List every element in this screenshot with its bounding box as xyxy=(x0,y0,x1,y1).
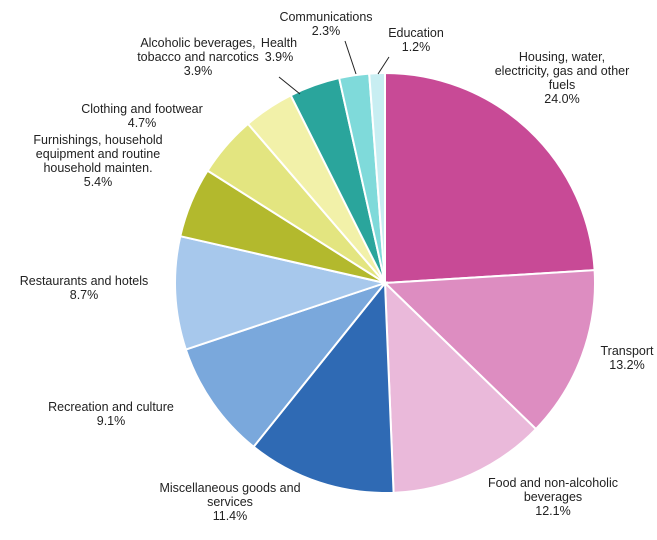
slice-label-education: Education 1.2% xyxy=(388,26,444,54)
slice-value-label: 3.9% xyxy=(184,64,213,78)
slice-value-label: 24.0% xyxy=(544,92,579,106)
slice-value-label: 1.2% xyxy=(402,40,431,54)
slice-name-line: Housing, water, xyxy=(519,50,605,64)
slice-name-line: Alcoholic beverages, xyxy=(140,36,255,50)
pie-slice-miscellaneous-goods-and-services xyxy=(252,280,395,494)
slice-value-label: 12.1% xyxy=(535,504,570,518)
slice-name-line: Clothing and footwear xyxy=(81,102,203,116)
slice-name-line: beverages xyxy=(524,490,582,504)
pie-slice-food-and-non-alcoholic-beverages xyxy=(383,280,538,494)
slice-name-line: Restaurants and hotels xyxy=(20,274,149,288)
slice-label-recreation-and-culture: Recreation and culture 9.1% xyxy=(48,400,174,428)
slice-value-label: 5.4% xyxy=(84,175,113,189)
slice-value-label: 9.1% xyxy=(97,414,126,428)
pie-slice-housing-water-electricity-gas-and-other-fuels xyxy=(384,71,596,285)
slice-labels: Housing, water, electricity, gas and othe… xyxy=(20,10,654,523)
slice-name-line: Recreation and culture xyxy=(48,400,174,414)
slice-name-line: fuels xyxy=(549,78,575,92)
slice-name-line: household mainten. xyxy=(43,161,152,175)
pie-slice-transport xyxy=(382,269,597,431)
label-leader-lines xyxy=(278,40,390,95)
pie-slices xyxy=(174,71,597,494)
slice-name-line: Miscellaneous goods and xyxy=(159,481,300,495)
slice-name-line: Health xyxy=(261,36,297,50)
slice-name-line: Education xyxy=(388,26,444,40)
slice-value-label: 4.7% xyxy=(128,116,157,130)
pie-slice-education xyxy=(368,71,386,284)
slice-label-transport: Transport 13.2% xyxy=(600,344,654,372)
slice-label-housing-water-electricity-gas-and-other-fuels: Housing, water, electricity, gas and othe… xyxy=(495,50,630,106)
slice-label-health: Health 3.9% xyxy=(261,36,297,64)
slice-name-line: equipment and routine xyxy=(36,147,160,161)
slice-name-line: electricity, gas and other xyxy=(495,64,630,78)
slice-value-label: 8.7% xyxy=(70,288,99,302)
slice-name-line: Food and non-alcoholic xyxy=(488,476,618,490)
slice-label-furnishings-household-equipment-and-routine-household-mainten: Furnishings, household equipment and rout… xyxy=(33,133,162,189)
pie-slice-recreation-and-culture xyxy=(184,280,388,449)
slice-label-food-and-non-alcoholic-beverages: Food and non-alcoholic beverages 12.1% xyxy=(488,476,618,518)
leader-line-health xyxy=(278,76,301,95)
slice-value-label: 13.2% xyxy=(609,358,644,372)
slice-label-miscellaneous-goods-and-services: Miscellaneous goods and services 11.4% xyxy=(159,481,300,523)
slice-label-clothing-and-footwear: Clothing and footwear 4.7% xyxy=(81,102,203,130)
slice-name-line: Transport xyxy=(600,344,654,358)
slice-name-line: Furnishings, household xyxy=(33,133,162,147)
pie-slice-restaurants-and-hotels xyxy=(174,234,389,351)
slice-value-label: 11.4% xyxy=(213,509,248,523)
slice-value-label: 2.3% xyxy=(312,24,341,38)
slice-name-line: services xyxy=(207,495,253,509)
slice-value-label: 3.9% xyxy=(265,50,294,64)
slice-label-communications: Communications 2.3% xyxy=(279,10,372,38)
slice-label-alcoholic-beverages-tobacco-and-narcotics: Alcoholic beverages, tobacco and narcotic… xyxy=(137,36,259,78)
leader-line-education xyxy=(377,56,390,75)
slice-name-line: Communications xyxy=(279,10,372,24)
slice-label-restaurants-and-hotels: Restaurants and hotels 8.7% xyxy=(20,274,149,302)
leader-line-communications xyxy=(344,40,357,75)
slice-name-line: tobacco and narcotics xyxy=(137,50,259,64)
